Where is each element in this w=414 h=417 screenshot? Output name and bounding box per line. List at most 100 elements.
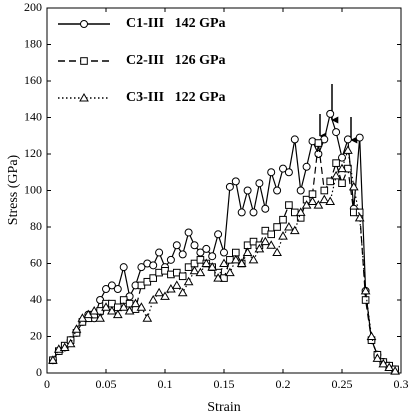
marker [208,252,217,261]
marker [267,230,275,239]
marker [248,254,259,264]
marker [207,262,218,271]
marker [112,309,123,319]
marker [378,358,389,368]
y-tick-label: 200 [24,0,42,14]
marker [184,228,193,237]
marker [178,250,187,259]
marker [302,162,311,171]
marker [331,170,341,180]
y-tick-label: 160 [24,73,42,87]
marker [195,267,206,277]
marker [366,331,377,340]
marker [343,135,352,144]
marker [65,338,76,348]
marker [171,280,182,289]
marker [102,285,110,294]
marker [284,221,294,231]
marker [107,281,116,290]
marker [119,263,128,272]
x-tick-label: 0.2 [276,377,291,391]
marker [230,254,241,264]
legend-text: C1-III 142 GPa [126,16,226,31]
y-tick-label: 20 [30,328,42,342]
marker [214,230,223,239]
marker [202,244,211,253]
legend-marker [79,92,89,102]
marker [160,291,170,300]
marker [325,196,336,205]
marker [285,201,293,209]
marker [343,145,353,154]
marker [278,231,288,240]
marker [225,267,235,277]
marker [326,177,334,186]
marker [249,208,258,217]
marker [361,296,370,304]
y-tick-label: 80 [30,219,42,233]
marker [279,215,287,224]
y-tick-label: 120 [24,146,42,160]
marker [307,196,318,205]
marker [338,153,346,162]
marker [137,263,146,272]
marker [201,258,212,267]
marker [48,355,58,364]
marker [360,285,371,295]
marker [355,133,364,142]
marker [332,159,340,167]
marker [372,353,383,362]
marker [236,258,247,267]
marker [101,302,111,311]
marker [242,247,253,257]
marker [284,168,293,177]
marker [113,285,122,294]
marker [89,305,100,315]
marker [166,255,175,264]
marker [148,294,159,304]
marker [272,247,282,257]
y-tick-label: 100 [24,182,42,196]
legend-marker [80,57,88,65]
marker [279,164,287,173]
y-tick-label: 180 [24,36,42,50]
marker [225,182,234,191]
marker [273,223,281,231]
marker [136,302,147,311]
marker [154,287,164,297]
marker [149,274,157,282]
legend-text: C2-III 126 GPa [126,53,226,68]
marker [130,298,141,308]
marker [290,135,299,144]
y-axis-label: Stress (GPa) [6,154,21,225]
marker [319,194,330,204]
marker [118,302,129,311]
y-tick-label: 140 [24,109,42,123]
marker [155,248,164,257]
marker [183,276,194,286]
marker [348,181,359,191]
marker [71,324,82,333]
marker [189,265,200,275]
x-tick-label: 0.1 [158,377,173,391]
marker [332,128,341,137]
legend-text: C3-III 122 GPa [126,90,226,105]
marker [95,313,105,322]
y-tick-label: 40 [30,292,42,306]
marker [255,179,264,188]
marker [295,207,306,216]
marker [266,240,277,249]
marker [149,261,158,270]
x-tick-label: 0 [44,377,50,391]
marker [243,186,252,195]
marker [273,186,282,195]
x-tick-label: 0.15 [214,377,235,391]
marker [260,236,271,246]
legend-marker [80,20,88,28]
marker [124,305,135,315]
x-tick-label: 0.3 [394,377,409,391]
marker [354,212,365,222]
marker [237,208,246,217]
marker [142,313,153,322]
